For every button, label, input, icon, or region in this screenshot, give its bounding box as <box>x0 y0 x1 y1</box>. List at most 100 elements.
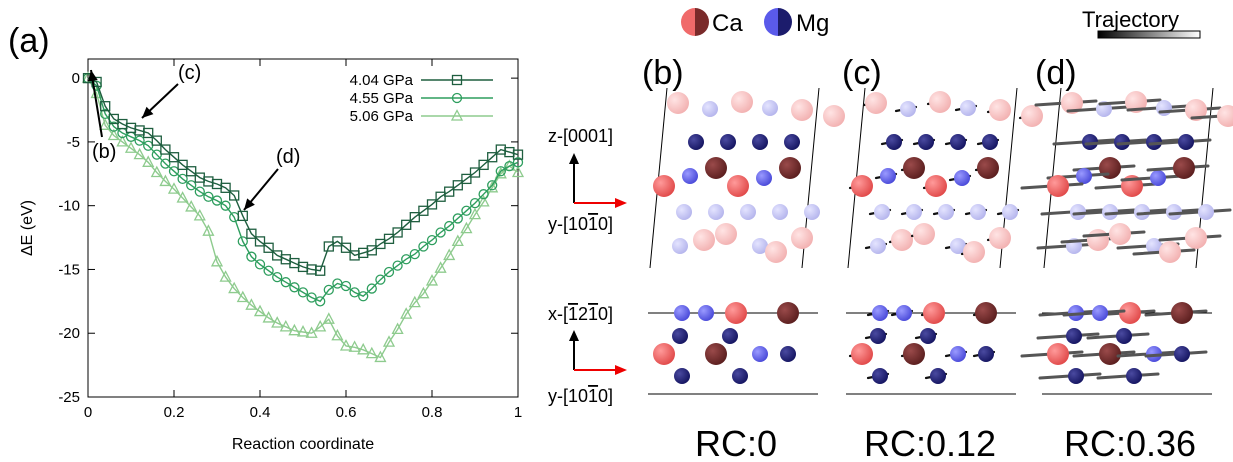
data-point <box>478 159 489 171</box>
ca-atom <box>903 343 925 365</box>
data-point <box>236 290 249 303</box>
mg-legend-label: Mg <box>796 10 829 37</box>
ca-atom <box>765 241 787 263</box>
ca-atom <box>715 223 737 245</box>
data-point <box>168 152 180 163</box>
data-point <box>426 234 438 246</box>
y-tick-label: -5 <box>67 134 80 151</box>
ca-atom <box>977 157 999 179</box>
legend-label: 5.06 GPa <box>350 108 414 125</box>
data-point <box>494 166 507 179</box>
data-point <box>220 182 231 193</box>
ca-atom <box>1125 91 1147 113</box>
data-point <box>408 295 421 308</box>
trajectory-label: Trajectory <box>1082 7 1179 32</box>
ca-atom <box>1021 105 1043 127</box>
ca-atom <box>963 241 985 263</box>
mg-atom <box>978 346 994 362</box>
energy-chart: (a) 0 0.2 0.4 0.6 0.8 1 0 -5 -10 -15 -20 -25 React… <box>8 22 525 453</box>
data-point <box>392 227 403 238</box>
data-point <box>383 233 395 244</box>
data-point <box>358 291 369 302</box>
data-point <box>107 128 120 141</box>
data-point <box>366 245 377 256</box>
ca-atom <box>779 157 801 179</box>
ca-atom <box>705 343 727 365</box>
data-point <box>469 167 481 178</box>
legend-label: 4.55 GPa <box>350 90 414 107</box>
data-point <box>133 147 146 160</box>
data-point <box>477 194 490 207</box>
mg-atom <box>1134 204 1150 220</box>
data-point <box>159 174 172 187</box>
arrowhead-icon <box>87 70 98 82</box>
ca-atom <box>923 302 945 324</box>
series-0 <box>82 72 524 276</box>
plot-frame <box>87 58 519 398</box>
x-axis-label: Reaction coordinate <box>232 436 374 453</box>
mg-atom <box>886 134 902 150</box>
y-axis-label-bottom: y-[1010] <box>548 386 613 406</box>
ca-legend-label: Ca <box>712 10 743 37</box>
mg-atom <box>970 204 986 220</box>
data-point <box>124 141 138 153</box>
data-point <box>444 186 455 197</box>
mg-atom <box>752 238 768 254</box>
data-point <box>451 234 464 247</box>
mg-atom <box>752 346 768 362</box>
mg-atom <box>780 346 796 362</box>
y-tick-label: -20 <box>58 325 80 342</box>
mg-atom <box>708 204 724 220</box>
mg-atom <box>720 134 736 150</box>
mg-atom <box>804 204 820 220</box>
y-axis-label-top: y-[1010] <box>548 214 613 234</box>
ca-atom <box>903 157 925 179</box>
data-point <box>418 205 429 216</box>
data-point <box>435 227 446 238</box>
y-axis-ticks: 0 -5 -10 -15 -20 -25 <box>58 70 518 406</box>
mg-atom <box>1002 204 1018 220</box>
ca-atom <box>653 175 675 197</box>
arrowhead-icon <box>142 106 154 118</box>
ca-atom <box>777 302 799 324</box>
series-1 <box>82 72 524 307</box>
mg-atom <box>960 100 976 116</box>
data-point <box>220 200 231 211</box>
mg-atom <box>1070 204 1086 220</box>
data-point <box>280 277 291 288</box>
ca-atom <box>851 175 873 197</box>
ca-atom <box>725 302 747 324</box>
y-tick-label: -10 <box>58 198 80 215</box>
data-point <box>177 159 188 171</box>
data-point <box>512 149 524 160</box>
mg-atom <box>756 170 772 186</box>
ca-atom <box>667 92 689 114</box>
mg-atom <box>872 368 888 384</box>
chart-annotations: (b) (c) (d) <box>87 62 300 211</box>
y-tick-label: -15 <box>58 261 80 278</box>
data-point <box>452 180 463 191</box>
ca-atom <box>693 229 715 251</box>
data-point <box>150 165 163 178</box>
data-point <box>186 180 197 191</box>
data-point <box>193 208 206 221</box>
structure-panel-c: (c) RC:0.12 <box>842 54 996 462</box>
mg-atom <box>1146 134 1162 150</box>
data-point <box>143 127 154 139</box>
data-point <box>365 346 378 359</box>
ca-atom <box>925 175 947 197</box>
data-point <box>366 283 377 294</box>
panel-label-d: (d) <box>1035 54 1077 92</box>
ca-atom <box>989 227 1011 249</box>
axes-top: z-[0001] y-[1010] <box>548 126 627 234</box>
data-point <box>392 260 403 271</box>
data-point <box>383 266 395 278</box>
mg-atom <box>784 134 800 150</box>
data-point <box>246 251 257 262</box>
data-point <box>349 287 360 298</box>
data-point <box>434 261 447 273</box>
data-point <box>331 328 344 341</box>
ca-atom <box>1185 227 1207 249</box>
